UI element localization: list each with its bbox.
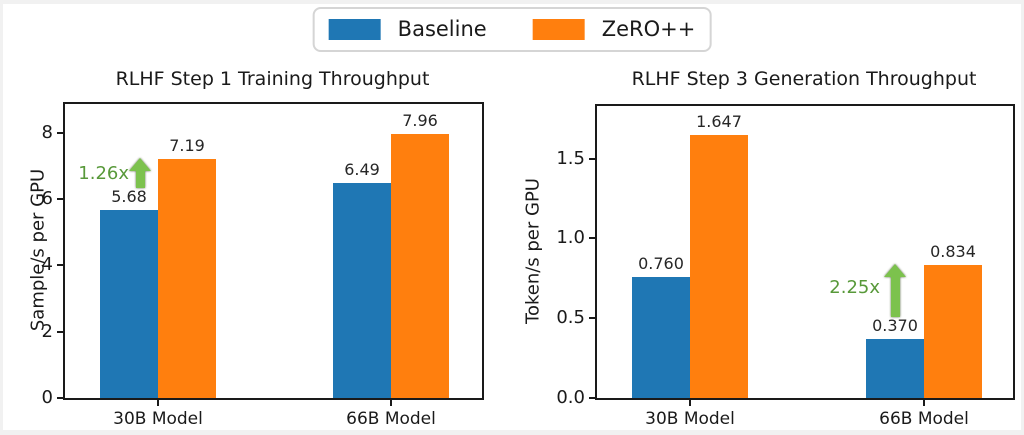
bar-zero-30b-model <box>690 135 748 398</box>
y-tick-label: 0.5 <box>556 307 585 329</box>
y-tick-label: 8 <box>41 121 53 143</box>
legend-item-zeropp: ZeRO++ <box>532 17 696 41</box>
y-tick-label: 0.0 <box>556 387 585 408</box>
figure-edge-right <box>1021 0 1024 435</box>
zeropp-swatch-icon <box>532 19 585 41</box>
y-tick-mark <box>589 237 597 240</box>
bar-value-label-baseline-30b-model: 0.760 <box>638 253 684 273</box>
baseline-swatch-icon <box>328 19 381 41</box>
bar-baseline-66b-model <box>333 182 391 398</box>
speedup-annotation-right: 2.25x <box>829 277 880 298</box>
x-tick-label: 66B Model <box>346 409 436 429</box>
legend: Baseline ZeRO++ <box>312 7 712 53</box>
x-tick-label: 30B Model <box>113 409 203 429</box>
arrow-shaft <box>890 277 900 317</box>
y-tick-label: 1.0 <box>556 227 585 249</box>
y-tick-mark <box>57 397 65 399</box>
x-tick-mark <box>923 398 925 406</box>
bar-value-label-zero-66b-model: 0.834 <box>930 241 976 261</box>
y-tick-mark <box>589 317 597 320</box>
legend-label-zeropp: ZeRO++ <box>601 17 696 41</box>
bar-baseline-66b-model <box>866 338 924 398</box>
bar-value-label-zero-66b-model: 7.96 <box>402 110 438 130</box>
x-tick-mark <box>689 398 691 406</box>
bar-value-label-baseline-30b-model: 5.68 <box>111 186 147 206</box>
figure-edge-top <box>0 0 1024 4</box>
bar-value-label-baseline-66b-model: 6.49 <box>344 159 380 179</box>
x-tick-label: 66B Model <box>879 409 969 429</box>
bar-baseline-30b-model <box>100 209 158 398</box>
y-tick-mark <box>57 197 65 200</box>
legend-item-baseline: Baseline <box>328 17 487 41</box>
legend-label-baseline: Baseline <box>397 17 487 41</box>
right-chart-title: RLHF Step 3 Generation Throughput <box>631 68 977 90</box>
bar-zero-66b-model <box>924 264 982 398</box>
left-plot-area: 1.26x 0 2 4 6 8 30B Model 5.68 7.19 66B Model 6.4… <box>42 102 484 429</box>
y-tick-label: 4 <box>41 254 53 276</box>
x-tick-mark <box>390 398 392 406</box>
x-tick-label: 30B Model <box>645 409 735 429</box>
left-chart-title: RLHF Step 1 Training Throughput <box>115 68 430 90</box>
y-tick-label: 2 <box>41 320 53 342</box>
bar-value-label-zero-30b-model: 1.647 <box>696 112 742 132</box>
bar-zero-66b-model <box>391 133 449 398</box>
bar-value-label-zero-30b-model: 7.19 <box>169 136 205 156</box>
y-tick-mark <box>589 157 597 160</box>
arrow-shaft <box>135 171 145 188</box>
bar-zero-30b-model <box>158 159 216 398</box>
y-tick-label: 0 <box>41 387 53 408</box>
y-tick-mark <box>57 131 65 134</box>
up-arrow-icon <box>884 264 906 317</box>
right-plot-area: 2.25x 0.0 0.5 1.0 1.5 30B Model 0.760 1.647 66B… <box>556 104 1015 429</box>
y-tick-label: 1.5 <box>556 147 585 169</box>
up-arrow-icon <box>129 158 151 188</box>
y-tick-label: 6 <box>41 187 53 209</box>
bar-baseline-30b-model <box>632 276 690 398</box>
figure-edge-left <box>0 0 3 435</box>
y-tick-mark <box>589 397 597 399</box>
y-tick-mark <box>57 330 65 333</box>
y-tick-mark <box>57 264 65 267</box>
arrow-head <box>884 264 906 277</box>
figure-edge-bottom <box>0 430 1024 435</box>
speedup-annotation-left: 1.26x <box>78 163 129 184</box>
x-tick-mark <box>157 398 159 406</box>
right-y-axis-label: Token/s per GPU <box>522 178 544 324</box>
bar-value-label-baseline-66b-model: 0.370 <box>872 315 918 335</box>
arrow-head <box>129 158 151 171</box>
